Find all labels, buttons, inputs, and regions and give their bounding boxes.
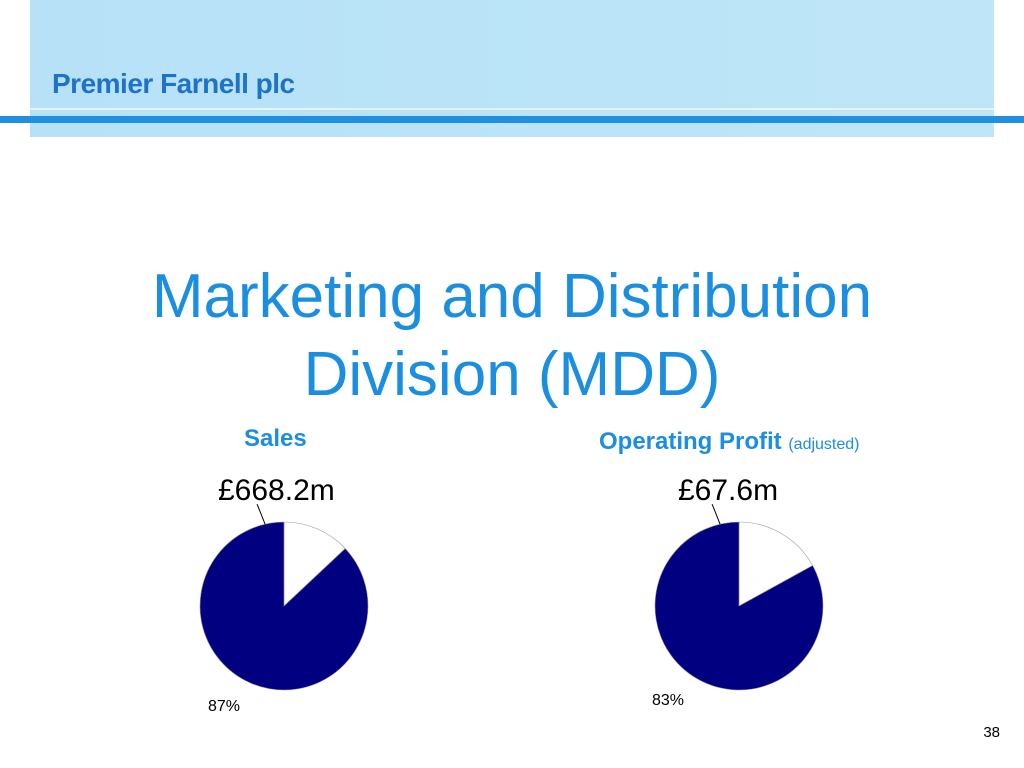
profit-chart-title-text: Operating Profit bbox=[599, 428, 782, 455]
pie-slice-main bbox=[199, 521, 369, 691]
leader-line bbox=[256, 503, 266, 525]
company-logo: Premier Farnell plc bbox=[52, 68, 295, 99]
leader-line bbox=[711, 503, 721, 525]
pie-slice-other bbox=[283, 521, 346, 607]
profit-pie-chart bbox=[654, 503, 824, 691]
profit-chart-subtitle: (adjusted) bbox=[788, 436, 860, 453]
header-rule bbox=[0, 116, 1024, 123]
page-number: 38 bbox=[983, 724, 1000, 741]
slide-title-line-1: Marketing and Distribution bbox=[151, 262, 873, 331]
sales-chart-title-text: Sales bbox=[244, 425, 307, 452]
profit-chart-title: Operating Profit (adjusted) bbox=[599, 428, 860, 456]
pie-slice-main bbox=[654, 521, 824, 691]
sales-total-label: £668.2m bbox=[218, 474, 335, 507]
header-divider bbox=[30, 108, 994, 110]
profit-total-label: £67.6m bbox=[678, 474, 779, 507]
sales-pie-chart bbox=[199, 503, 369, 691]
pie-slice-other bbox=[738, 521, 814, 607]
slide-title-line-2: Division (MDD) bbox=[303, 340, 721, 409]
sales-slice-label: 87% bbox=[208, 698, 241, 715]
profit-slice-label: 83% bbox=[652, 692, 685, 709]
header-band bbox=[30, 0, 994, 137]
slide-title: Marketing and Distribution Division (MDD… bbox=[0, 258, 1024, 414]
sales-chart-title: Sales bbox=[244, 425, 307, 453]
